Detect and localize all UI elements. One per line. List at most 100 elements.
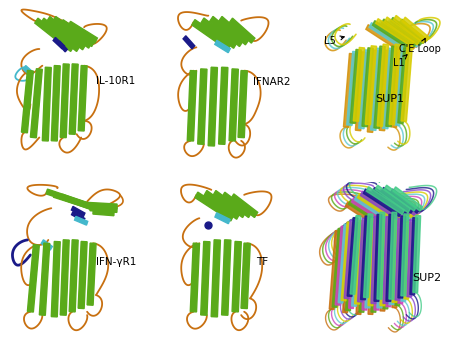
Polygon shape [369, 23, 407, 51]
Polygon shape [389, 212, 397, 299]
Polygon shape [395, 218, 403, 300]
Polygon shape [344, 53, 355, 127]
Polygon shape [54, 192, 97, 211]
Polygon shape [371, 217, 379, 303]
Polygon shape [396, 21, 422, 45]
Polygon shape [351, 197, 390, 225]
Polygon shape [381, 19, 417, 47]
Polygon shape [395, 229, 403, 306]
Polygon shape [372, 187, 408, 215]
Polygon shape [392, 220, 400, 302]
Polygon shape [376, 19, 414, 46]
Polygon shape [360, 191, 399, 219]
Polygon shape [30, 69, 42, 138]
Polygon shape [93, 209, 114, 216]
Polygon shape [392, 231, 400, 308]
Polygon shape [51, 66, 60, 141]
Polygon shape [362, 48, 374, 127]
Polygon shape [187, 70, 197, 141]
Polygon shape [357, 198, 392, 226]
Polygon shape [346, 202, 383, 230]
Polygon shape [378, 21, 413, 49]
Polygon shape [201, 241, 210, 315]
Polygon shape [398, 48, 409, 123]
Polygon shape [338, 224, 349, 303]
Polygon shape [383, 48, 394, 129]
Polygon shape [222, 240, 231, 315]
Polygon shape [377, 44, 389, 126]
Polygon shape [343, 229, 352, 313]
Polygon shape [68, 21, 97, 43]
Polygon shape [390, 189, 419, 213]
Polygon shape [74, 216, 88, 225]
Polygon shape [61, 194, 100, 212]
Polygon shape [401, 46, 412, 121]
Polygon shape [401, 224, 409, 301]
Polygon shape [27, 245, 39, 312]
Polygon shape [195, 192, 234, 221]
Polygon shape [364, 214, 373, 298]
Polygon shape [386, 215, 394, 301]
Polygon shape [58, 41, 67, 52]
Polygon shape [355, 195, 392, 223]
Polygon shape [335, 226, 346, 305]
Polygon shape [365, 221, 373, 308]
Polygon shape [204, 191, 240, 219]
Polygon shape [357, 218, 367, 302]
Polygon shape [381, 187, 413, 213]
Polygon shape [192, 20, 231, 50]
Polygon shape [46, 189, 92, 209]
Text: L5: L5 [324, 36, 344, 46]
Polygon shape [69, 240, 78, 312]
Polygon shape [375, 200, 404, 224]
Polygon shape [413, 216, 420, 293]
Polygon shape [23, 66, 33, 76]
Polygon shape [341, 222, 352, 301]
Polygon shape [359, 50, 370, 129]
Text: TF: TF [256, 257, 268, 267]
Polygon shape [384, 193, 413, 217]
Polygon shape [53, 16, 91, 48]
Polygon shape [190, 243, 200, 312]
Polygon shape [208, 67, 218, 146]
Polygon shape [72, 207, 85, 217]
Text: IL-10R1: IL-10R1 [96, 76, 136, 86]
Polygon shape [399, 19, 426, 44]
Polygon shape [387, 20, 419, 47]
Polygon shape [42, 67, 51, 141]
Polygon shape [213, 191, 246, 217]
Polygon shape [344, 220, 355, 299]
Polygon shape [51, 241, 60, 317]
Polygon shape [369, 196, 401, 222]
Polygon shape [329, 231, 340, 310]
Polygon shape [87, 203, 117, 209]
Polygon shape [401, 214, 409, 296]
Polygon shape [407, 220, 415, 297]
Polygon shape [389, 44, 401, 125]
Polygon shape [371, 225, 379, 312]
Polygon shape [374, 23, 410, 51]
Polygon shape [229, 18, 255, 43]
Polygon shape [350, 49, 361, 123]
Polygon shape [393, 187, 422, 211]
Polygon shape [393, 15, 426, 43]
Polygon shape [87, 243, 96, 305]
Polygon shape [364, 189, 401, 217]
Polygon shape [375, 185, 410, 213]
Polygon shape [389, 223, 397, 305]
Polygon shape [379, 50, 391, 131]
Text: SUP2: SUP2 [412, 273, 441, 284]
Polygon shape [232, 241, 241, 312]
Polygon shape [384, 185, 417, 211]
Polygon shape [410, 218, 418, 295]
Polygon shape [371, 48, 382, 130]
Polygon shape [60, 64, 69, 138]
Polygon shape [383, 227, 391, 309]
Text: IFN-γR1: IFN-γR1 [96, 257, 137, 267]
Polygon shape [39, 243, 50, 315]
Polygon shape [375, 192, 408, 217]
Polygon shape [78, 66, 87, 131]
Polygon shape [383, 217, 391, 303]
Polygon shape [367, 50, 379, 132]
Polygon shape [78, 241, 87, 309]
